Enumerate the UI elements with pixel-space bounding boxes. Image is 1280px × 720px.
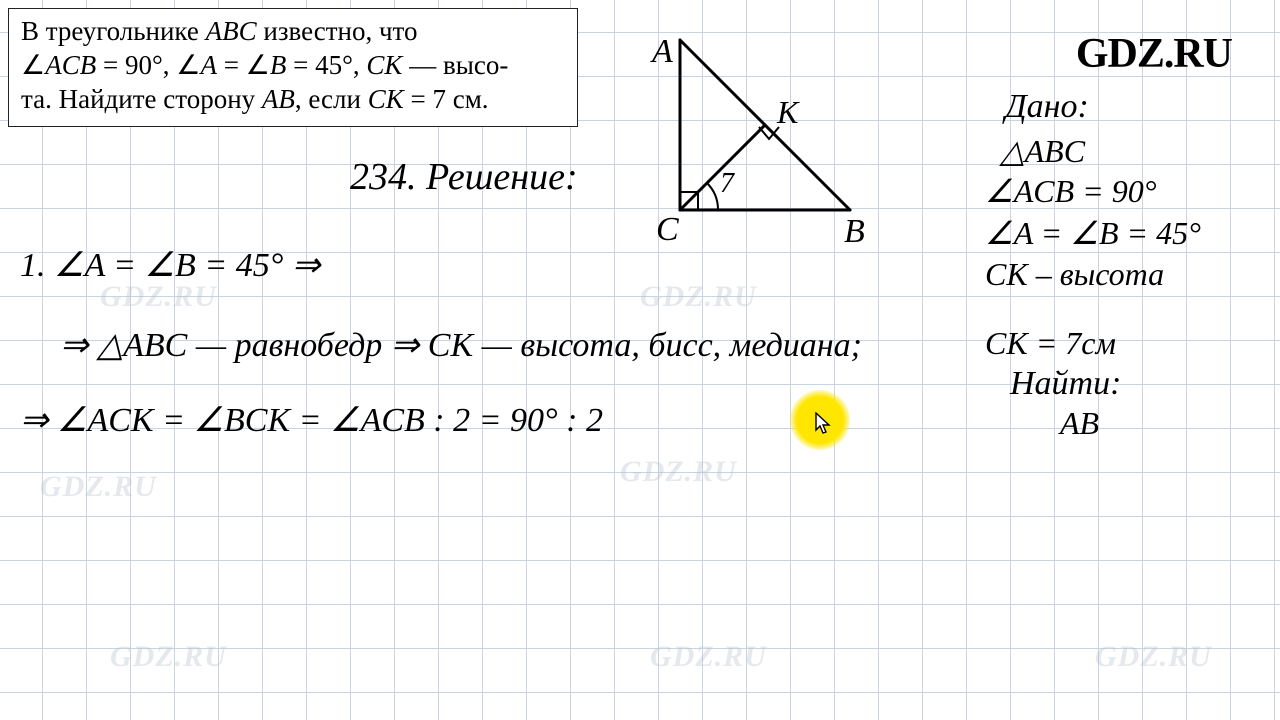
- svg-text:B: B: [844, 213, 865, 250]
- problem-text: CK: [366, 50, 402, 80]
- svg-text:7: 7: [720, 168, 735, 199]
- problem-text: B: [270, 50, 287, 80]
- given-ck: CK = 7см: [985, 325, 1116, 362]
- solution-line-2: ⇒ △ABC — равнобедр ⇒ CK — высота, бисс, …: [60, 325, 862, 365]
- problem-text: = 45°,: [286, 50, 366, 80]
- find-value: AB: [1060, 405, 1099, 442]
- triangle-diagram: A C B K 7: [630, 30, 910, 260]
- cursor-icon: [815, 412, 833, 442]
- problem-text: ABC: [206, 16, 257, 46]
- problem-text: ∠: [21, 50, 45, 80]
- solution-line-1: 1. ∠A = ∠B = 45° ⇒: [20, 245, 320, 285]
- given-line: ∠ACB = 90°: [985, 172, 1157, 210]
- problem-text: та. Найдите сторону: [21, 84, 262, 114]
- problem-text: = 7 см.: [404, 84, 489, 114]
- problem-text: , если: [295, 84, 368, 114]
- problem-text: ACB: [45, 50, 96, 80]
- find-title: Найти:: [1010, 365, 1121, 403]
- problem-text: В треугольнике: [21, 16, 206, 46]
- problem-text: — высо-: [402, 50, 508, 80]
- svg-text:A: A: [650, 33, 673, 70]
- given-line: △ABC: [1000, 132, 1085, 170]
- solution-heading: 234. Решение:: [350, 155, 578, 199]
- problem-text: известно, что: [257, 16, 418, 46]
- problem-text: = 90°, ∠: [96, 50, 200, 80]
- solution-line-3: ⇒ ∠ACK = ∠BCK = ∠ACB : 2 = 90° : 2: [20, 400, 603, 440]
- given-line: ∠A = ∠B = 45°: [985, 214, 1201, 252]
- problem-text: A: [200, 50, 217, 80]
- problem-text: CK: [368, 84, 404, 114]
- svg-text:C: C: [656, 211, 679, 248]
- site-logo: GDZ.RU: [1076, 30, 1232, 78]
- problem-statement: В треугольнике ABC известно, что ∠ACB = …: [8, 8, 578, 127]
- problem-text: AB: [262, 84, 295, 114]
- given-title: Дано:: [1005, 88, 1089, 126]
- given-line: CK – высота: [985, 256, 1164, 293]
- problem-text: = ∠: [217, 50, 270, 80]
- svg-text:K: K: [776, 94, 800, 130]
